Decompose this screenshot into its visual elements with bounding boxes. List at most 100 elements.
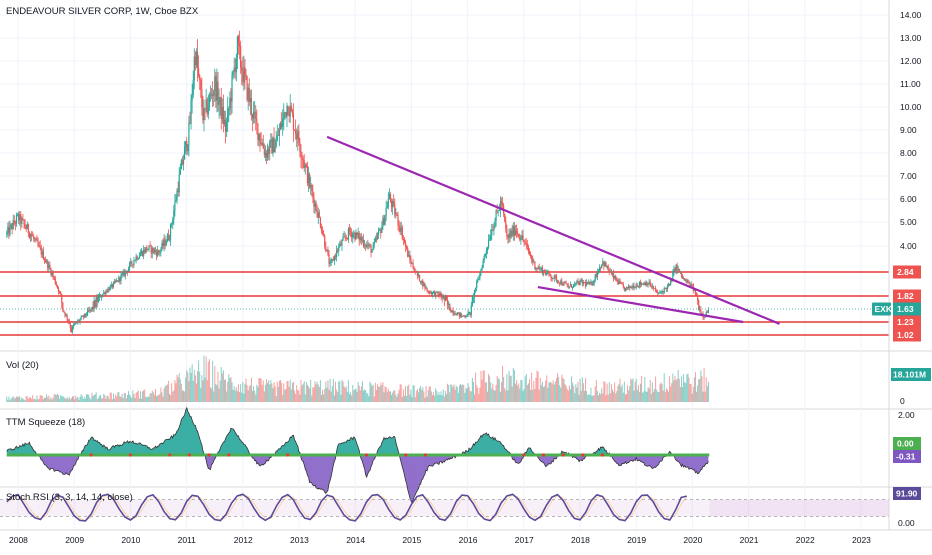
candle-body	[305, 164, 307, 167]
candle-body	[580, 279, 582, 281]
volume-bar	[36, 395, 38, 402]
candle-body	[243, 67, 245, 83]
candle-body	[476, 281, 478, 289]
volume-bar	[202, 380, 204, 402]
volume-bar	[295, 393, 297, 402]
volume-bar	[259, 378, 261, 402]
volume-bar	[592, 395, 594, 402]
candle-body	[35, 238, 37, 240]
volume-bar	[275, 396, 277, 402]
candle-body	[651, 286, 653, 288]
volume-pane[interactable]	[6, 355, 709, 402]
candle-body	[512, 226, 514, 236]
time-axis[interactable]: 2008 2009 2010 2011 2012 2013 2014 2015 2016 2017…	[0, 529, 932, 545]
volume-bar	[474, 394, 476, 402]
candle-body	[129, 263, 131, 269]
candle-body	[332, 259, 334, 261]
volume-bar	[460, 384, 462, 402]
volume-bar	[497, 378, 499, 402]
candle-body	[50, 268, 52, 275]
price-tick-label: 6.00	[900, 194, 917, 204]
candle-body	[133, 260, 135, 265]
candle-body	[460, 313, 463, 317]
candle-body	[542, 270, 545, 274]
candle-body	[8, 227, 10, 235]
volume-bar	[55, 394, 57, 402]
volume-bar	[270, 380, 272, 402]
volume-bar	[56, 393, 58, 402]
candle-body	[408, 254, 410, 257]
year-label: 2010	[121, 535, 140, 545]
candle-body	[185, 141, 187, 148]
candle-body	[301, 157, 303, 159]
candle-body	[67, 319, 69, 321]
volume-bar	[630, 378, 632, 402]
candle-body	[242, 71, 244, 83]
volume-bar	[678, 378, 680, 402]
candle-body	[686, 280, 688, 283]
volume-bar	[514, 383, 516, 402]
squeeze-value-label: -0.31	[896, 452, 916, 462]
price-axis[interactable]: 14.00 13.00 12.00 11.00 10.00 9.00 8.00 7.00 6.0…	[872, 0, 931, 530]
candle-body	[237, 36, 240, 44]
squeeze-axis-label: 2.00	[898, 410, 915, 420]
volume-bar	[627, 385, 629, 402]
volume-bar	[193, 369, 195, 402]
ttm-squeeze-title: TTM Squeeze (18)	[6, 417, 85, 428]
candle-body	[49, 264, 51, 269]
candle-body	[261, 143, 263, 145]
volume-bar	[72, 396, 74, 402]
ttm-squeeze-pane[interactable]	[6, 406, 710, 505]
candle-body	[182, 159, 185, 165]
volume-bar	[573, 385, 575, 402]
volume-bar	[544, 386, 546, 402]
candle-body	[437, 291, 439, 294]
grid-lines	[0, 0, 889, 530]
volume-bar	[45, 397, 47, 402]
candle-body	[217, 81, 219, 106]
volume-bar	[666, 389, 668, 402]
volume-bar	[134, 398, 136, 402]
price-tick-label: 11.00	[900, 79, 921, 89]
volume-bar	[50, 397, 52, 402]
volume-bar	[297, 389, 299, 402]
volume-bar	[564, 384, 566, 402]
candle-body	[338, 246, 340, 252]
candle-body	[611, 273, 614, 274]
candle-body	[574, 283, 576, 285]
candle-body	[146, 247, 148, 251]
candle-body	[235, 57, 237, 73]
volume-bar	[483, 370, 485, 402]
candle-body	[158, 250, 160, 253]
candle-body	[404, 242, 407, 247]
volume-bar	[591, 395, 593, 402]
volume-bar	[312, 387, 314, 402]
volume-bar	[175, 383, 177, 402]
volume-bar	[465, 387, 467, 402]
volume-bar	[677, 369, 679, 402]
volume-bar	[116, 396, 118, 402]
volume-bar	[311, 395, 313, 402]
candle-body	[212, 95, 214, 97]
volume-bar	[597, 395, 599, 402]
price-pane[interactable]	[0, 30, 889, 336]
stoch-rsi-pane[interactable]	[0, 493, 889, 522]
candle-body	[633, 285, 635, 288]
volume-bar	[692, 387, 694, 402]
volume-bar	[400, 384, 402, 402]
squeeze-dot	[168, 453, 172, 457]
candle-body	[166, 234, 168, 242]
candle-body	[683, 278, 685, 280]
volume-bar	[651, 382, 653, 402]
volume-bar	[527, 383, 529, 402]
volume-bar	[578, 394, 580, 402]
candle-body	[190, 100, 192, 124]
candle-body	[605, 262, 607, 268]
volume-bar	[378, 386, 380, 402]
candle-body	[13, 220, 15, 224]
candle-body	[201, 89, 203, 108]
candle-body	[191, 95, 193, 101]
volume-bar	[425, 386, 427, 402]
candle-body	[354, 232, 356, 240]
